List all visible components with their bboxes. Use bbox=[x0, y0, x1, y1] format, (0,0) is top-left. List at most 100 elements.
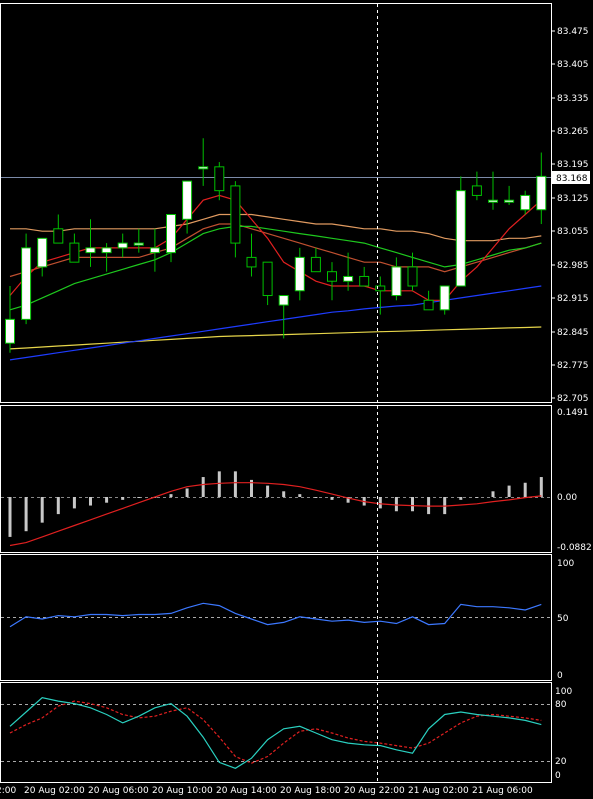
rsi-tick: 0 bbox=[557, 671, 563, 681]
time-label: 20 Aug 14:00 bbox=[216, 786, 277, 796]
candle-body bbox=[471, 185, 482, 196]
macd-tick: 0.00 bbox=[557, 493, 577, 503]
candle-body bbox=[182, 180, 193, 220]
plot-layer bbox=[5, 138, 547, 769]
candle-body bbox=[439, 285, 450, 311]
macd-histogram-bar bbox=[539, 477, 543, 497]
candle-body bbox=[230, 185, 241, 244]
price-tick: 82.845 bbox=[557, 328, 589, 338]
candle-body bbox=[69, 242, 80, 263]
price-tick: 83.055 bbox=[557, 227, 589, 237]
price-tick: 83.475 bbox=[557, 27, 589, 37]
rsi-tick: 50 bbox=[557, 614, 569, 624]
macd-histogram-bar bbox=[266, 485, 270, 497]
candle-body bbox=[391, 266, 402, 297]
current-price-box bbox=[552, 171, 590, 184]
macd-histogram-bar bbox=[250, 479, 253, 497]
ma-blue-line bbox=[9, 285, 542, 361]
macd-panel-frame bbox=[0, 405, 552, 553]
candle-body bbox=[343, 275, 354, 282]
stoch-panel-frame bbox=[0, 682, 552, 783]
macd-histogram-bar bbox=[72, 497, 76, 509]
price-tick: 83.195 bbox=[557, 160, 589, 170]
stoch-tick: 100 bbox=[555, 687, 572, 697]
macd-histogram-bar bbox=[56, 497, 60, 515]
candle-body bbox=[504, 199, 515, 203]
macd-histogram-bar bbox=[330, 497, 334, 500]
price-panel-frame bbox=[0, 3, 552, 403]
time-label: 20 Aug 02:00 bbox=[24, 786, 85, 796]
time-label: 21 Aug 06:00 bbox=[472, 786, 533, 796]
candle-body bbox=[262, 261, 273, 297]
candle-body bbox=[37, 237, 48, 268]
macd-histogram-bar bbox=[378, 497, 382, 509]
macd-histogram-bar bbox=[475, 497, 479, 498]
ma-orange-line bbox=[10, 213, 542, 242]
candle-body bbox=[455, 190, 466, 287]
macd-histogram-bar bbox=[314, 497, 318, 498]
candle-body bbox=[310, 256, 321, 273]
candle-body bbox=[327, 271, 337, 282]
macd-histogram-bar bbox=[105, 497, 109, 503]
price-axis: 83.475 83.405 83.335 83.265 83.195 83.12… bbox=[551, 27, 589, 404]
stoch-main-line bbox=[9, 697, 542, 769]
candle-body bbox=[214, 166, 225, 192]
macd-tick: -0.0882 bbox=[557, 543, 592, 553]
macd-histogram-bar bbox=[24, 497, 28, 532]
time-label: 21 Aug 02:00 bbox=[408, 786, 469, 796]
rsi-line bbox=[9, 602, 542, 628]
candle-body bbox=[359, 275, 370, 287]
candle-body bbox=[294, 256, 305, 292]
candle-body bbox=[375, 285, 386, 292]
macd-histogram-bar bbox=[185, 488, 189, 497]
ma-red-line bbox=[9, 194, 542, 301]
macd-histogram-bar bbox=[507, 485, 511, 497]
macd-histogram-bar bbox=[89, 497, 92, 506]
macd-histogram-bar bbox=[201, 477, 205, 497]
price-tick: 82.775 bbox=[557, 361, 589, 371]
candle-body bbox=[536, 175, 547, 211]
time-label: 20 Aug 18:00 bbox=[280, 786, 341, 796]
macd-tick: 0.1491 bbox=[557, 408, 589, 418]
candle-body bbox=[53, 228, 64, 244]
macd-histogram-bar bbox=[8, 497, 12, 537]
candle-body bbox=[133, 242, 144, 246]
ma-green-line bbox=[9, 225, 542, 311]
price-tick: 83.405 bbox=[557, 60, 589, 70]
stoch-tick: 0 bbox=[555, 771, 561, 781]
macd-histogram-bar bbox=[459, 497, 463, 500]
macd-histogram-bar bbox=[169, 494, 173, 497]
time-axis: 2:00 20 Aug 02:00 20 Aug 06:00 20 Aug 10… bbox=[0, 786, 533, 796]
macd-histogram-bar bbox=[298, 494, 302, 497]
stoch-signal-line bbox=[9, 700, 542, 764]
candle-body bbox=[21, 247, 32, 320]
price-tick: 83.265 bbox=[557, 127, 589, 137]
candle-body bbox=[423, 299, 434, 311]
macd-histogram-bar bbox=[137, 497, 141, 498]
rsi-tick: 100 bbox=[557, 559, 574, 569]
macd-histogram-bar bbox=[282, 491, 286, 497]
candle-body bbox=[85, 247, 96, 254]
rsi-panel-frame bbox=[0, 554, 552, 681]
candle-body bbox=[278, 295, 289, 306]
candle-body bbox=[149, 247, 160, 254]
macd-histogram-bar bbox=[491, 491, 495, 497]
price-tick: 82.915 bbox=[557, 294, 589, 304]
candle-body bbox=[520, 194, 531, 211]
stoch-tick: 20 bbox=[555, 757, 567, 767]
price-tick: 82.705 bbox=[557, 394, 589, 404]
macd-histogram-bar bbox=[121, 497, 125, 500]
stoch-tick: 80 bbox=[555, 700, 567, 710]
time-label: 20 Aug 22:00 bbox=[344, 786, 405, 796]
macd-signal-line bbox=[9, 482, 542, 547]
macd-histogram-bar bbox=[394, 497, 398, 512]
price-tick: 82.985 bbox=[557, 261, 589, 271]
time-label: 20 Aug 10:00 bbox=[152, 786, 213, 796]
ma-red2-line bbox=[9, 223, 542, 278]
candle-body bbox=[117, 242, 128, 249]
candle-body bbox=[5, 318, 15, 344]
macd-histogram-bar bbox=[40, 497, 44, 523]
macd-histogram-bar bbox=[346, 497, 350, 503]
